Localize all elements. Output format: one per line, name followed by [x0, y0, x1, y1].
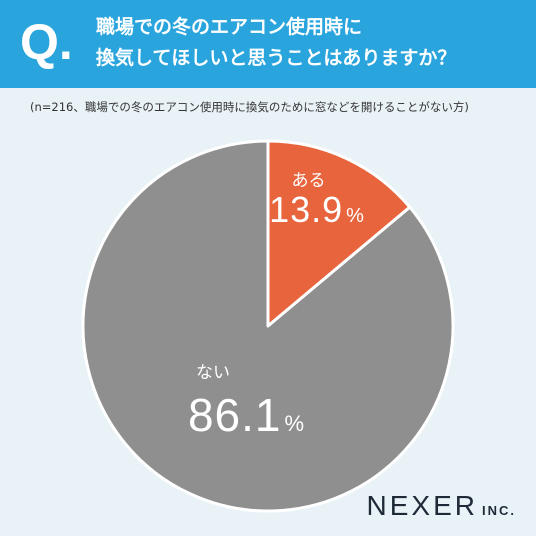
brand-name: NEXER: [366, 490, 478, 521]
slice-label-1: ある: [292, 171, 326, 191]
slice-value-2: 86.1%: [188, 389, 304, 441]
slice-value-1: 13.9%: [269, 189, 364, 230]
question-title-line-2: 換気してほしいと思うことはありますか？: [96, 47, 457, 69]
question-title: 職場での冬のエアコン使用時に 換気してほしいと思うことはありますか？: [96, 12, 456, 74]
pie-slice-1: [266, 139, 412, 328]
question-header: Q. 職場での冬のエアコン使用時に 換気してほしいと思うことはありますか？: [0, 0, 536, 88]
slice-label-2: ない: [196, 363, 230, 383]
brand-suffix: INC.: [482, 503, 516, 518]
question-mark: Q.: [20, 14, 73, 70]
brand-logo: NEXER INC.: [367, 490, 516, 522]
question-title-line-1: 職場での冬のエアコン使用時に: [96, 16, 363, 38]
sample-note: (n=216、職場での冬のエアコン使用時に換気のために窓などを開けることがない方…: [30, 100, 469, 114]
pie-slice-2: [81, 139, 455, 513]
